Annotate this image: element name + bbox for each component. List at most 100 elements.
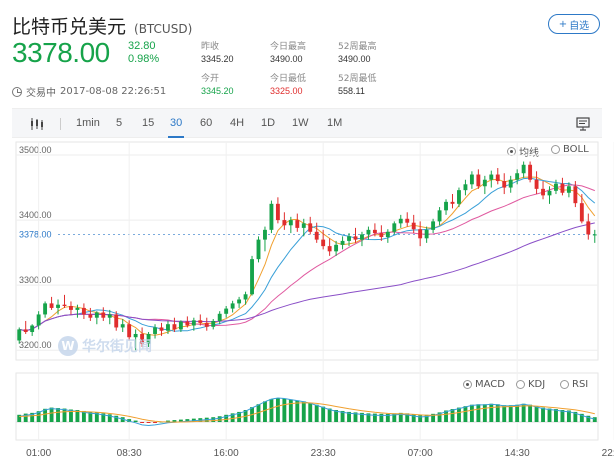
candle-body bbox=[566, 186, 571, 193]
stat-label: 昨收 bbox=[201, 42, 220, 52]
macd-bar bbox=[282, 398, 287, 422]
macd-bar bbox=[140, 422, 145, 423]
period-15[interactable]: 15 bbox=[142, 117, 155, 129]
candle-body bbox=[243, 294, 248, 300]
macd-bar bbox=[327, 408, 332, 422]
macd-bar bbox=[405, 413, 410, 422]
macd-bar bbox=[23, 413, 28, 422]
candle-body bbox=[547, 190, 552, 196]
macd-bar bbox=[36, 411, 41, 422]
candle-body bbox=[140, 333, 145, 344]
macd-bar bbox=[133, 420, 138, 422]
ma-line bbox=[19, 184, 595, 332]
macd-bar bbox=[146, 422, 151, 423]
candle-body bbox=[592, 234, 597, 236]
candle-body bbox=[457, 190, 461, 204]
period-60[interactable]: 60 bbox=[200, 117, 213, 129]
stat-open: 今开 3345.20 bbox=[201, 73, 234, 97]
macd-bar bbox=[476, 404, 481, 422]
trading-status: 交易中 2017-08-08 22:26:51 bbox=[12, 84, 166, 99]
candle-body bbox=[476, 174, 481, 187]
macd-bar bbox=[450, 409, 455, 422]
stat-value: 3490.00 bbox=[338, 54, 371, 64]
period-1m[interactable]: 1M bbox=[327, 117, 343, 129]
macd-bar bbox=[579, 413, 584, 422]
macd-bar bbox=[528, 404, 533, 422]
macd-bar bbox=[347, 411, 351, 422]
period-30[interactable]: 30 bbox=[170, 117, 183, 129]
macd-bar bbox=[521, 403, 526, 422]
period-4h[interactable]: 4H bbox=[230, 117, 245, 129]
candle-body bbox=[288, 220, 293, 226]
candle-body bbox=[314, 231, 319, 240]
candle-body bbox=[211, 320, 216, 327]
candle-body bbox=[69, 305, 73, 310]
candle-body bbox=[508, 179, 513, 188]
overlay-boll-option[interactable]: BOLL bbox=[551, 144, 589, 155]
macd-bar bbox=[573, 411, 578, 422]
candle-body bbox=[263, 229, 267, 240]
stat-52w-low: 52周最低 558.11 bbox=[338, 73, 376, 97]
candle-body bbox=[282, 220, 287, 226]
candle-body bbox=[49, 303, 54, 308]
macd-bar bbox=[463, 406, 468, 422]
candle-body bbox=[75, 307, 80, 310]
stat-label: 今日最高 bbox=[270, 42, 307, 52]
candle-body bbox=[366, 229, 371, 235]
candle-body bbox=[269, 203, 274, 230]
candle-body bbox=[217, 313, 222, 321]
macd-bar bbox=[107, 414, 112, 422]
indicator-macd-option[interactable]: MACD bbox=[463, 379, 505, 390]
stat-value: 558.11 bbox=[338, 86, 365, 96]
candle-body bbox=[172, 324, 177, 330]
candlestick-icon[interactable] bbox=[30, 118, 44, 130]
candle-body bbox=[579, 203, 584, 222]
indicator-kdj-option[interactable]: KDJ bbox=[516, 379, 545, 390]
candle-body bbox=[114, 314, 119, 328]
add-to-watchlist-button[interactable]: + 自选 bbox=[548, 14, 600, 34]
candle-body bbox=[62, 304, 67, 306]
macd-bar bbox=[547, 408, 552, 422]
period-1w[interactable]: 1W bbox=[292, 117, 309, 129]
candle-body bbox=[224, 308, 229, 314]
candle-body bbox=[127, 324, 132, 338]
candle-body bbox=[554, 183, 558, 191]
y-tick-label: 3200.00 bbox=[19, 340, 52, 350]
candle-body bbox=[321, 239, 326, 247]
macd-bar bbox=[495, 404, 500, 422]
plus-icon: + bbox=[558, 18, 568, 30]
macd-bar bbox=[418, 415, 423, 422]
macd-line bbox=[19, 402, 595, 423]
x-tick-label: 07:00 bbox=[408, 448, 433, 459]
candle-body bbox=[463, 184, 468, 191]
monitor-icon[interactable] bbox=[576, 117, 590, 131]
period-5[interactable]: 5 bbox=[116, 117, 123, 129]
indicator-rsi-label: RSI bbox=[572, 379, 589, 390]
selected-period-indicator bbox=[168, 136, 184, 138]
period-1min[interactable]: 1min bbox=[76, 117, 100, 129]
candle-body bbox=[379, 233, 384, 238]
indicator-macd-label: MACD bbox=[475, 379, 505, 390]
candle-body bbox=[43, 303, 48, 315]
candle-body bbox=[495, 174, 500, 182]
candle-body bbox=[230, 303, 235, 309]
candle-body bbox=[185, 321, 190, 326]
period-1d[interactable]: 1D bbox=[261, 117, 276, 129]
instrument-ticker: (BTCUSD) bbox=[134, 22, 193, 36]
macd-bar bbox=[178, 419, 183, 422]
stat-prev-close: 昨收 3345.20 bbox=[201, 41, 234, 65]
candle-body bbox=[198, 320, 203, 323]
macd-bar bbox=[224, 414, 229, 422]
current-price-label: 3378.00 bbox=[19, 229, 52, 239]
price-chart[interactable]: 3500.00 3400.00 3300.00 3200.00 3378.00 01:00… bbox=[0, 140, 614, 472]
stat-day-low: 今日最低 3325.00 bbox=[270, 73, 306, 97]
status-timestamp: 2017-08-08 22:26:51 bbox=[60, 86, 167, 97]
macd-bar bbox=[508, 405, 513, 422]
macd-bar bbox=[17, 414, 22, 422]
macd-bar bbox=[127, 419, 132, 422]
indicator-rsi-option[interactable]: RSI bbox=[560, 379, 588, 390]
macd-bar bbox=[75, 410, 80, 422]
candle-body bbox=[418, 229, 423, 239]
macd-bar bbox=[211, 417, 216, 422]
stat-value: 3490.00 bbox=[270, 54, 303, 64]
